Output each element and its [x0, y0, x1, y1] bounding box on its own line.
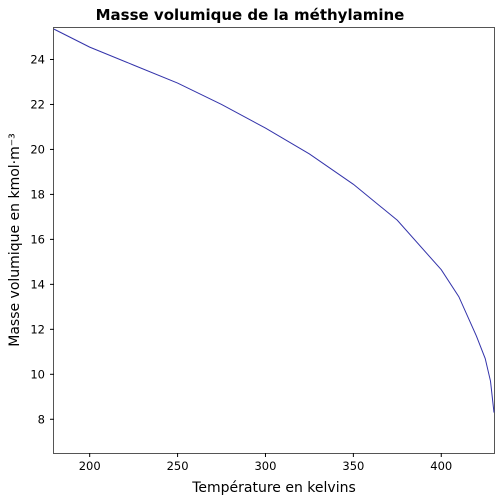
- x-tick-label: 300: [254, 459, 276, 473]
- y-axis-ticks: 8 10 12 14 16 18 20 22 24: [30, 52, 54, 426]
- plot-area: [53, 27, 495, 454]
- y-tick-label: 12: [30, 322, 45, 336]
- y-tick-label: 24: [30, 52, 45, 66]
- y-tick-label: 16: [30, 232, 45, 246]
- x-axis-label: Température en kelvins: [191, 480, 356, 496]
- y-tick-label: 18: [30, 187, 45, 201]
- x-axis-ticks: 200 250 300 350 400: [79, 453, 452, 473]
- y-tick-label: 22: [30, 97, 45, 111]
- x-tick-label: 200: [79, 459, 101, 473]
- y-axis-label: Masse volumique en kmol·m⁻³: [7, 133, 23, 347]
- series-line: [53, 28, 495, 413]
- y-tick-label: 14: [30, 277, 45, 291]
- y-tick-label: 20: [30, 142, 45, 156]
- x-tick-label: 350: [342, 459, 364, 473]
- x-tick-label: 400: [430, 459, 452, 473]
- y-tick-label: 10: [30, 367, 45, 381]
- x-tick-label: 250: [167, 459, 189, 473]
- chart-title: Masse volumique de la méthylamine: [96, 6, 405, 24]
- y-tick-label: 8: [38, 412, 45, 426]
